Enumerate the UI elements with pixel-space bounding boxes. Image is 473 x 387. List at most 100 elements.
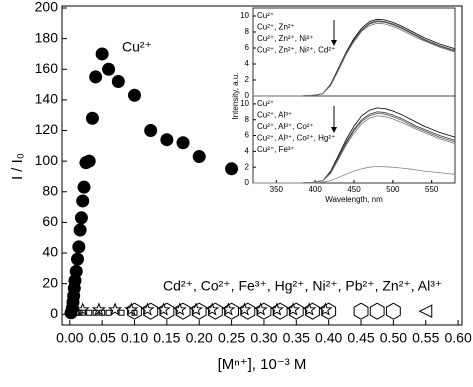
x-tick-label: 0.20 (186, 330, 213, 346)
data-point (86, 309, 93, 316)
x-tick-label: 0.40 (315, 330, 342, 346)
legend-label: Cu²⁺, Zn²⁺, Ni²⁺, Cd²⁺ (257, 46, 335, 55)
data-point (191, 302, 207, 320)
data-point (353, 302, 369, 320)
y-tick-label: 0 (245, 178, 250, 187)
data-point (272, 302, 288, 320)
legend-label: Cu²⁺, Fe³⁺ (257, 145, 295, 154)
data-point (224, 302, 239, 320)
y-tick-label: 0 (245, 91, 250, 100)
y-tick-label: 20 (42, 274, 58, 290)
x-tick-label: 0.25 (218, 330, 245, 346)
y-tick-label: 60 (42, 213, 58, 229)
data-point (176, 136, 190, 150)
data-point (160, 133, 174, 147)
legend-label: Cu²⁺, Al³⁺, Co²⁺ (257, 122, 314, 131)
data-point (192, 150, 206, 164)
y-tick-label: 6 (245, 43, 250, 52)
data-point (253, 302, 268, 316)
data-point (124, 302, 139, 316)
data-point (305, 302, 320, 320)
series-line (253, 165, 456, 184)
data-point (74, 211, 88, 225)
data-point (288, 302, 304, 320)
data-point (156, 302, 171, 316)
x-tick-label: 0.05 (89, 330, 116, 346)
data-point (418, 304, 433, 319)
data-point (72, 240, 86, 254)
y-axis-label: Intensity, a.u. (231, 73, 240, 120)
data-point (108, 302, 123, 316)
data-point (386, 302, 401, 320)
data-point (118, 309, 125, 316)
data-point (73, 309, 80, 316)
x-tick-label: 350 (270, 185, 284, 194)
series-line (253, 22, 456, 97)
data-point (208, 302, 223, 320)
x-tick-label: 400 (308, 185, 322, 194)
x-tick-label: 0.60 (444, 330, 471, 346)
data-point (172, 302, 187, 316)
y-tick-label: 10 (240, 11, 249, 20)
data-point (286, 302, 301, 316)
x-tick-label: 0.35 (283, 330, 310, 346)
data-point (73, 223, 87, 237)
y-tick-label: 4 (245, 59, 250, 68)
x-tick-label: 0.55 (412, 330, 439, 346)
x-tick-label: 0.10 (121, 330, 148, 346)
y-tick-label: 180 (35, 29, 59, 45)
y-tick-label: 120 (35, 121, 59, 137)
plot-frame (61, 5, 463, 326)
legend-label: Cu²⁺, Al³⁺ (257, 111, 292, 120)
data-point (240, 302, 256, 320)
data-point (237, 302, 252, 316)
data-point (269, 302, 284, 316)
annotation: Cd²⁺, Co²⁺, Fe³⁺, Hg²⁺, Ni²⁺, Pb²⁺, Zn²⁺… (163, 278, 442, 294)
data-point (95, 47, 109, 61)
x-tick-label: 450 (347, 185, 361, 194)
data-point (71, 252, 85, 266)
data-point (76, 194, 90, 208)
x-tick-label: 0.15 (153, 330, 180, 346)
data-point (302, 302, 317, 316)
data-point (140, 302, 155, 316)
data-point (105, 309, 112, 316)
y-tick-label: 0 (50, 305, 58, 321)
y-tick-label: 160 (35, 60, 59, 76)
x-tick-label: 0.50 (380, 330, 407, 346)
x-axis-label: [Mⁿ⁺], 10⁻³ M (218, 356, 307, 373)
x-tick-label: 550 (425, 185, 439, 194)
data-point (369, 302, 385, 320)
y-tick-label: 8 (245, 27, 250, 36)
legend-label: Cu²⁺, Zn²⁺, Ni²⁺ (257, 34, 314, 43)
y-tick-label: 2 (245, 162, 250, 171)
data-point (77, 180, 91, 194)
arrow-head (331, 40, 337, 46)
data-point (127, 302, 142, 320)
legend-label: Cu²⁺ (257, 99, 274, 108)
data-point (256, 302, 272, 320)
y-tick-label: 80 (42, 182, 58, 198)
y-tick-label: 140 (35, 91, 59, 107)
y-tick-label: 8 (245, 115, 250, 124)
legend-label: Cu²⁺, Al³⁺, Co²⁺, Hg²⁺ (257, 134, 335, 143)
data-point (102, 62, 116, 76)
data-point (143, 302, 159, 320)
data-point (91, 302, 106, 316)
data-point (225, 162, 239, 176)
annotation: Cu²⁺ (122, 39, 152, 55)
data-point (221, 302, 236, 316)
data-point (69, 264, 83, 278)
y-tick-label: 40 (42, 244, 58, 260)
legend-label: Cu²⁺ (257, 11, 274, 20)
y-tick-label: 100 (35, 152, 59, 168)
arrow-head (331, 127, 337, 133)
data-point (82, 154, 96, 168)
data-point (85, 111, 99, 125)
y-tick-label: 2 (245, 75, 250, 84)
y-tick-label: 200 (35, 0, 59, 15)
x-tick-label: 0.00 (56, 330, 83, 346)
data-point (70, 309, 77, 316)
x-tick-label: 0.45 (347, 330, 374, 346)
